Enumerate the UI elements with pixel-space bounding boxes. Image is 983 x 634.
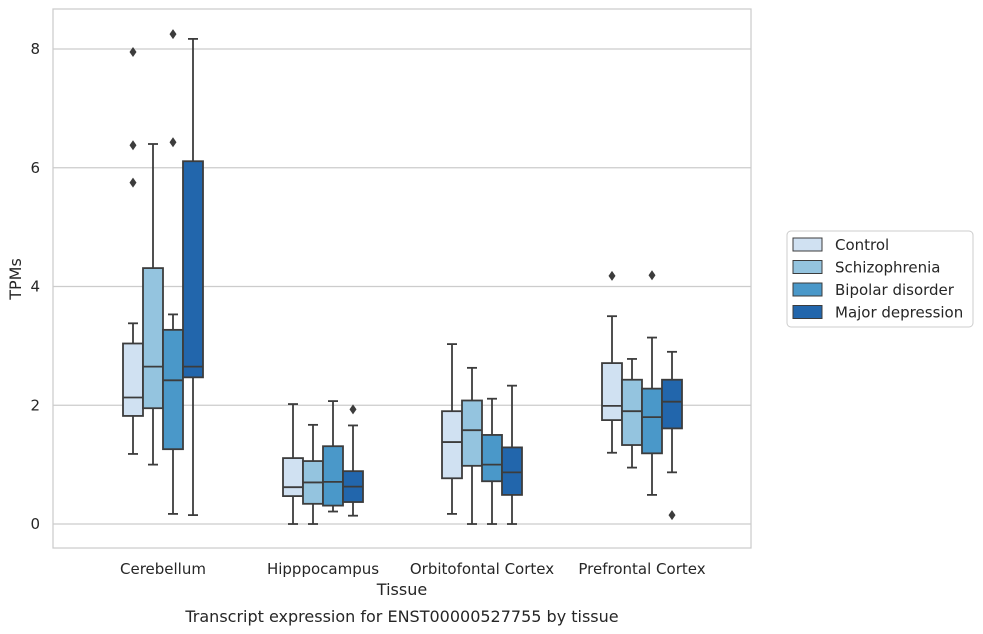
outlier-point [129, 46, 137, 57]
legend-swatch [792, 282, 823, 297]
legend-label: Control [835, 236, 889, 254]
y-tick-labels: 0 2 4 6 8 [30, 40, 40, 533]
legend-item-bipolar-disorder: Bipolar disorder [792, 281, 955, 299]
box-major-depression-1 [342, 404, 364, 517]
y-axis-title: TPMs [6, 258, 25, 301]
box-body [182, 160, 204, 379]
box-body [282, 457, 304, 497]
legend: Control Schizophrenia Bipolar disorder Majo… [786, 230, 974, 328]
y-tick-label-0: 0 [30, 515, 40, 533]
outlier-point [349, 404, 357, 415]
box-groups [122, 29, 683, 525]
box-body [461, 399, 483, 467]
legend-item-control: Control [792, 236, 889, 254]
box-major-depression-2 [501, 384, 523, 525]
legend-label: Major depression [835, 304, 963, 322]
x-tick-label-cerebellum: Cerebellum [120, 560, 206, 578]
y-tick-label-2: 2 [30, 396, 40, 414]
y-tick-label-4: 4 [30, 278, 40, 296]
box-body [621, 378, 643, 446]
box-body [441, 410, 463, 480]
legend-frame [786, 230, 974, 328]
legend-label: Schizophrenia [835, 259, 940, 277]
box-control-0 [122, 46, 144, 455]
box-body [641, 387, 663, 455]
box-body [501, 446, 523, 496]
box-body [661, 378, 683, 430]
box-control-2 [441, 343, 463, 515]
box-schizophrenia-0 [142, 143, 164, 466]
outlier-point [169, 137, 177, 148]
box-body [481, 434, 503, 483]
box-control-1 [282, 403, 304, 525]
chart-caption: Transcript expression for ENST0000052775… [184, 607, 618, 626]
box-body [601, 362, 623, 421]
legend-item-schizophrenia: Schizophrenia [792, 259, 940, 277]
outlier-point [129, 140, 137, 151]
legend-swatch [792, 260, 823, 274]
box-control-3 [601, 270, 623, 454]
outlier-point [129, 177, 137, 188]
plot-area-frame [52, 8, 752, 549]
y-tick-label-8: 8 [30, 40, 40, 58]
box-bipolar-disorder-0 [162, 29, 184, 515]
legend-item-major-depression: Major depression [792, 304, 963, 322]
x-tick-label-orbitofontal-cortex: Orbitofontal Cortex [410, 560, 554, 578]
x-tick-labels: Cerebellum Hipppocampus Orbitofontal Corte… [120, 560, 706, 578]
x-tick-label-hipppocampus: Hipppocampus [267, 560, 379, 578]
x-axis-title: Tissue [376, 580, 427, 599]
legend-swatch [792, 305, 823, 319]
box-schizophrenia-2 [461, 366, 483, 525]
box-body [142, 267, 164, 410]
box-body [122, 342, 144, 417]
outlier-point [608, 270, 616, 281]
outlier-point [668, 510, 676, 521]
outlier-point [648, 270, 656, 281]
y-tick-label-6: 6 [30, 159, 40, 177]
box-schizophrenia-1 [302, 423, 324, 525]
legend-swatch [792, 237, 823, 252]
x-tick-label-prefrontal-cortex: Prefrontal Cortex [578, 560, 705, 578]
box-body [322, 445, 344, 507]
box-major-depression-3 [661, 350, 683, 521]
outlier-point [169, 29, 177, 40]
box-body [162, 328, 184, 451]
box-major-depression-0 [182, 38, 204, 516]
legend-label: Bipolar disorder [835, 281, 955, 299]
